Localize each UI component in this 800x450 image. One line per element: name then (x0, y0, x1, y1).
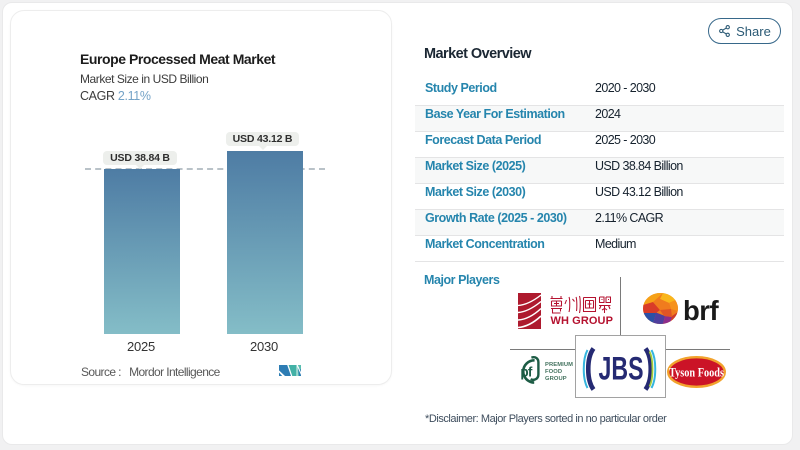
svg-text:JBS: JBS (599, 351, 644, 387)
svg-text:Tyson Foods: Tyson Foods (669, 365, 724, 380)
svg-text:pf: pf (520, 364, 532, 379)
